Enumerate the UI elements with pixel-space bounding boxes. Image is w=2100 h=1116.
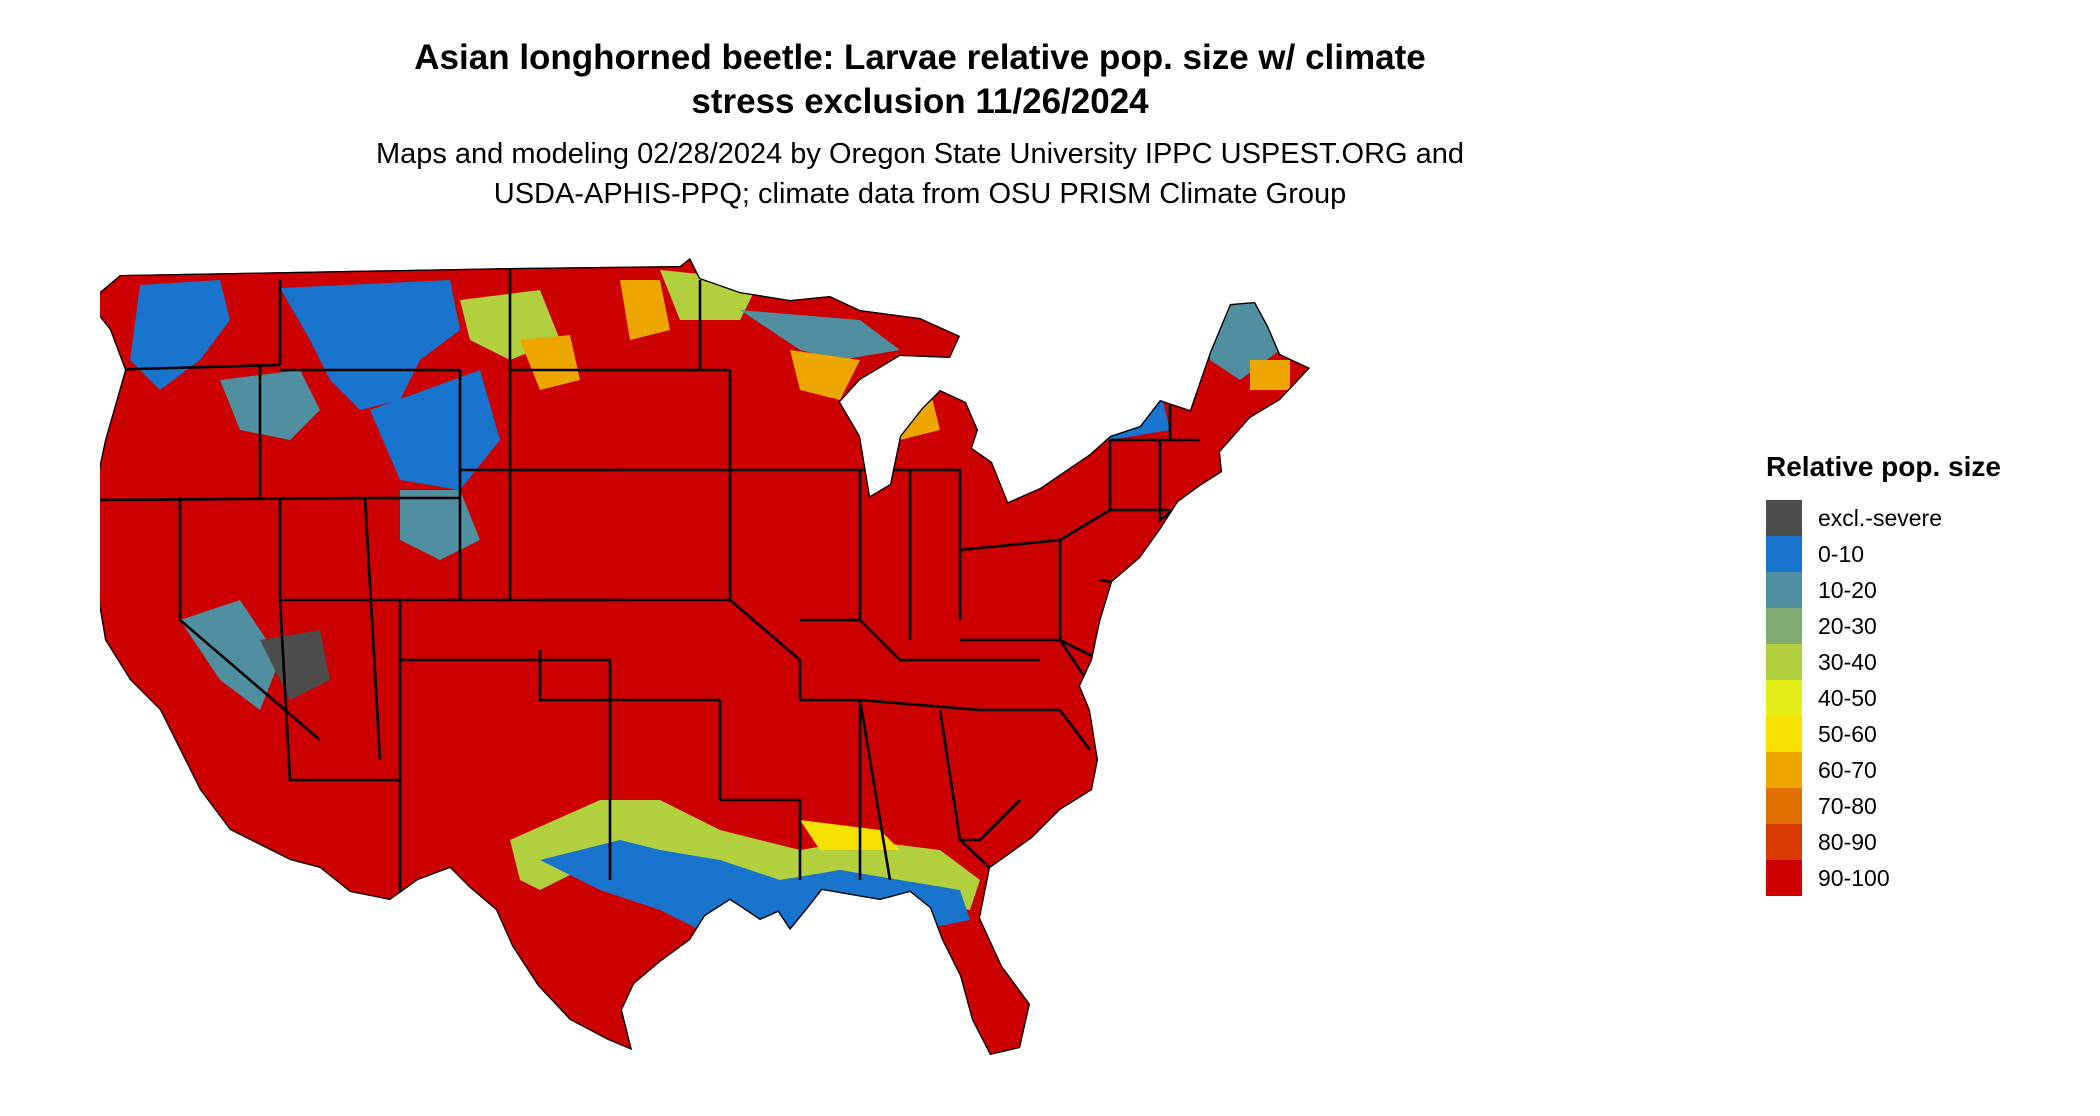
legend-label: 20-30	[1818, 613, 1877, 639]
patch-gulf-yellow	[800, 820, 900, 850]
patch-maine-coast	[1250, 360, 1290, 390]
legend-item: 20-30	[1766, 608, 2086, 644]
legend-label: 70-80	[1818, 793, 1877, 819]
patch-michigan	[870, 390, 940, 440]
legend: Relative pop. size excl.-severe 0-10 10-20…	[1766, 450, 2086, 896]
legend-item: 70-80	[1766, 788, 2086, 824]
legend-item: 80-90	[1766, 824, 2086, 860]
legend-swatch	[1766, 824, 1802, 860]
legend-item: 40-50	[1766, 680, 2086, 716]
map-subtitle-line-2: USDA-APHIS-PPQ; climate data from OSU PR…	[493, 178, 1347, 210]
legend-label: 80-90	[1818, 829, 1877, 855]
legend-label: 90-100	[1818, 865, 1890, 891]
patch-excluded	[260, 630, 330, 700]
legend-items: excl.-severe 0-10 10-20 20-30 30-40 40-50 50-6…	[1766, 500, 2086, 896]
legend-label: 10-20	[1818, 577, 1877, 603]
legend-item: 30-40	[1766, 644, 2086, 680]
legend-swatch	[1766, 644, 1802, 680]
state-boundaries	[100, 258, 1310, 1055]
legend-swatch	[1766, 752, 1802, 788]
legend-label: 40-50	[1818, 685, 1877, 711]
legend-swatch	[1766, 716, 1802, 752]
map-subtitle: Maps and modeling 02/28/2024 by Oregon S…	[0, 134, 1840, 214]
patch-wisconsin	[790, 350, 860, 400]
patch-pnw-coast	[130, 280, 230, 390]
map-title: Asian longhorned beetle: Larvae relative…	[0, 36, 1840, 124]
legend-swatch	[1766, 608, 1802, 644]
patch-oregon	[220, 370, 320, 440]
legend-label: 60-70	[1818, 757, 1877, 783]
legend-swatch	[1766, 788, 1802, 824]
legend-item: excl.-severe	[1766, 500, 2086, 536]
legend-item: 60-70	[1766, 752, 2086, 788]
legend-item: 0-10	[1766, 536, 2086, 572]
legend-swatch	[1766, 572, 1802, 608]
legend-swatch	[1766, 500, 1802, 536]
legend-item: 90-100	[1766, 860, 2086, 896]
us-population-map	[100, 258, 1310, 1055]
legend-label: excl.-severe	[1818, 505, 1942, 531]
patch-nevada	[180, 600, 280, 710]
patch-idaho	[280, 280, 460, 410]
patch-nd-orange	[620, 280, 670, 340]
patch-montana-orange	[520, 335, 580, 390]
map-title-line-2: stress exclusion 11/26/2024	[691, 82, 1149, 121]
legend-label: 50-60	[1818, 721, 1877, 747]
legend-swatch	[1766, 680, 1802, 716]
map-subtitle-line-1: Maps and modeling 02/28/2024 by Oregon S…	[375, 138, 1465, 170]
legend-item: 50-60	[1766, 716, 2086, 752]
legend-swatch	[1766, 536, 1802, 572]
legend-item: 10-20	[1766, 572, 2086, 608]
patch-wyoming	[370, 370, 500, 490]
legend-label: 30-40	[1818, 649, 1877, 675]
patch-minnesota	[740, 310, 900, 360]
legend-swatch	[1766, 860, 1802, 896]
map-title-line-1: Asian longhorned beetle: Larvae relative…	[414, 38, 1426, 77]
legend-title: Relative pop. size	[1766, 451, 2001, 482]
legend-label: 0-10	[1818, 541, 1865, 567]
